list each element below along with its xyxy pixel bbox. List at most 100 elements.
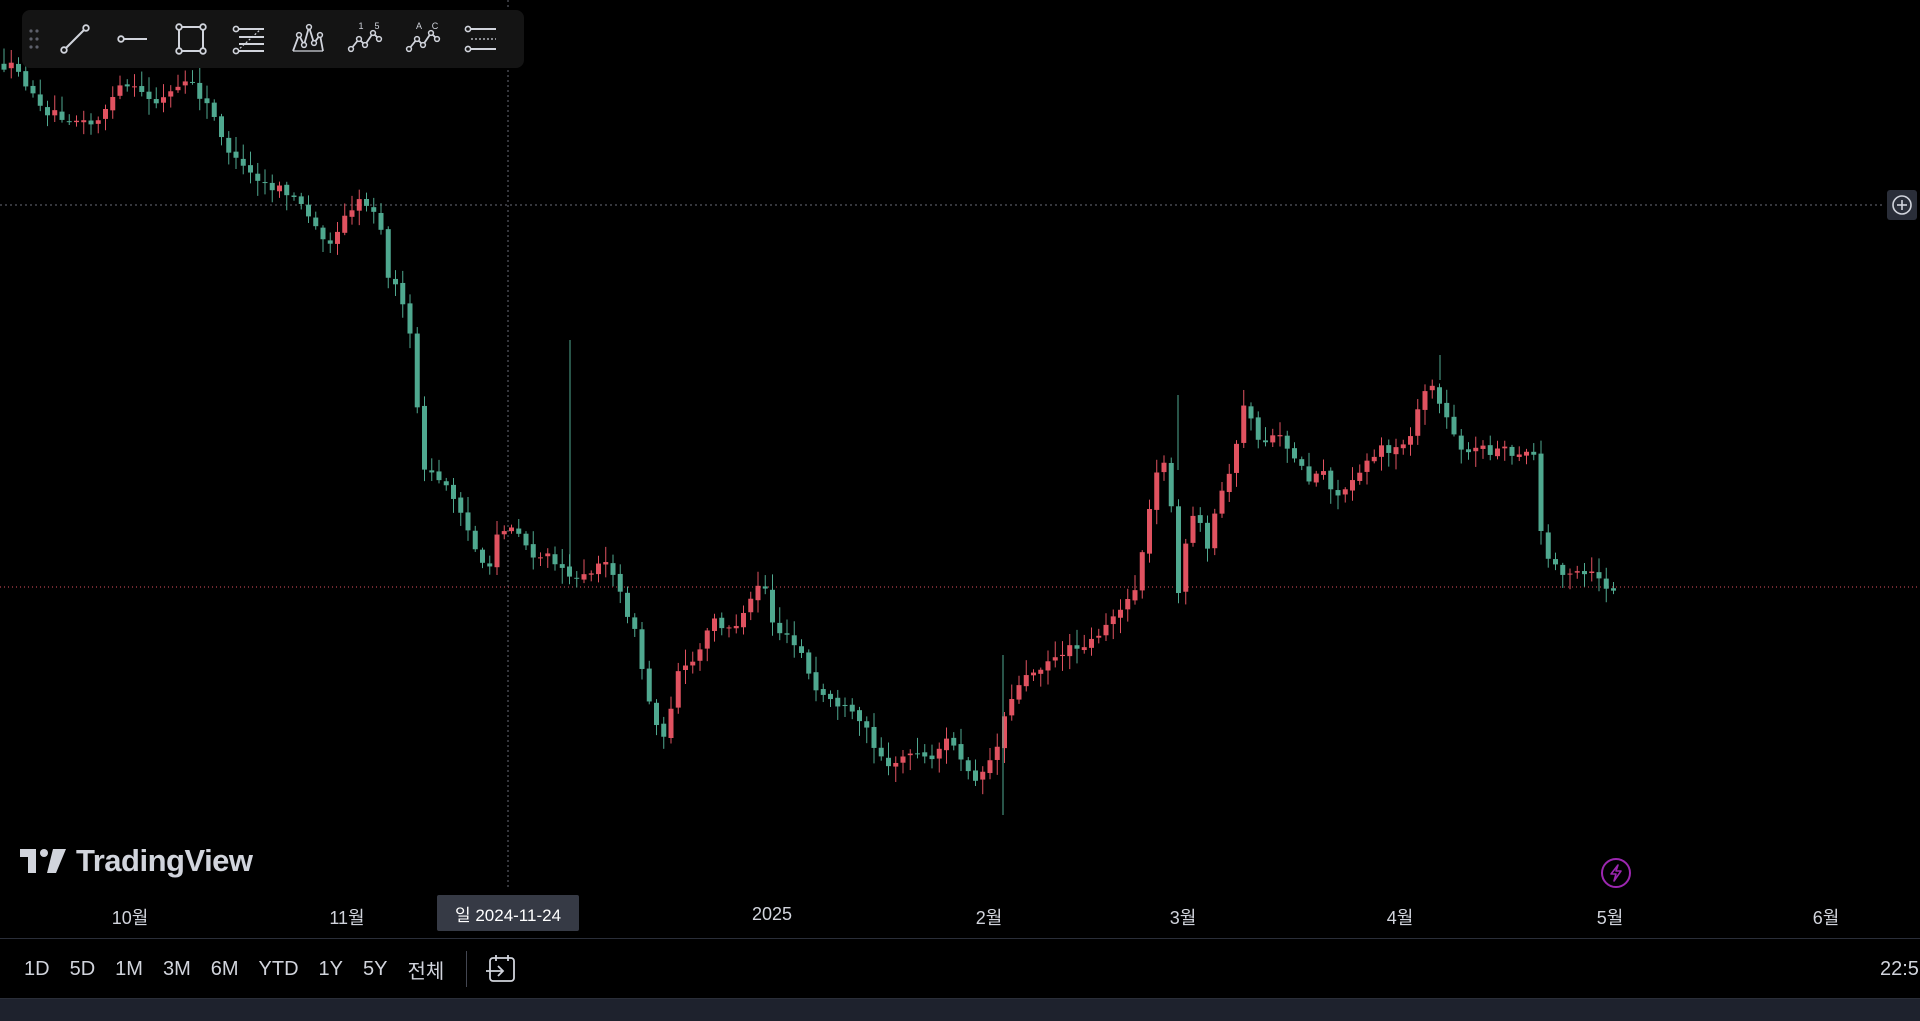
candle-body [1038, 669, 1044, 674]
candle-body [545, 553, 551, 557]
candle-body [806, 652, 812, 674]
candle-body [414, 333, 420, 408]
candle [1611, 581, 1616, 595]
candle [871, 713, 877, 764]
candle [820, 683, 826, 703]
candle [1031, 669, 1036, 682]
elliott-wave-tool[interactable] [278, 10, 336, 68]
candle-body [349, 210, 355, 217]
parallel-channel-tool[interactable] [452, 10, 510, 68]
candle [480, 547, 485, 569]
candle-body [37, 94, 43, 106]
candle-body [1016, 685, 1022, 700]
xabcd-pattern-tool[interactable]: 1 5 [336, 10, 394, 68]
candle-body [306, 204, 311, 217]
candle-body [1400, 444, 1406, 449]
range-6m-button[interactable]: 6M [210, 957, 239, 980]
candle [1538, 440, 1544, 545]
candle-body [422, 405, 427, 470]
candle-body [16, 63, 21, 72]
candle-body [436, 471, 442, 481]
candle-body [269, 182, 275, 191]
time-axis-label: 4월 [1386, 908, 1414, 928]
candle [1161, 455, 1167, 481]
candle-body [1509, 446, 1515, 456]
candle-body [1096, 635, 1102, 638]
candle [973, 759, 978, 786]
candle [175, 74, 181, 93]
range-ytd-button[interactable]: YTD [258, 957, 299, 980]
candle-body [1248, 406, 1254, 419]
candle [690, 651, 696, 674]
candle-body [1589, 571, 1595, 573]
candle-body [1241, 405, 1247, 443]
candle [1241, 389, 1247, 448]
chart-area[interactable] [0, 0, 1920, 890]
abcd-pattern-tool[interactable]: A C [394, 10, 452, 68]
candle-body [371, 207, 377, 212]
horizontal-ray-tool[interactable] [104, 10, 162, 68]
range-3m-button[interactable]: 3M [162, 957, 191, 980]
candle-body [559, 564, 565, 568]
candle [965, 757, 971, 780]
candle-body [552, 554, 558, 565]
trend-line-tool[interactable] [46, 10, 104, 68]
go-to-date-button[interactable] [479, 953, 525, 985]
candle-body [291, 195, 297, 198]
drag-handle-icon[interactable] [22, 10, 46, 68]
candle-body [1386, 445, 1392, 453]
candle-body [139, 86, 145, 92]
candle [37, 79, 43, 112]
candle [559, 549, 565, 584]
candle-body [581, 574, 587, 580]
rectangle-tool[interactable] [162, 10, 220, 68]
range-1d-button[interactable]: 1D [24, 957, 50, 980]
candle [639, 622, 645, 680]
time-axis-label: 5월 [1596, 908, 1624, 928]
candle-body [1415, 409, 1421, 436]
price-chart[interactable] [0, 0, 1920, 890]
candle [1357, 464, 1363, 485]
candle-body [1342, 489, 1348, 495]
candle [1603, 567, 1609, 603]
range-1m-button[interactable]: 1M [115, 957, 143, 980]
candle-body [915, 753, 920, 755]
time-axis[interactable]: 10월 11월 2025 2월 3월 4월 5월 6월 [0, 890, 1920, 938]
candle-body [88, 120, 94, 125]
candle [1408, 427, 1413, 456]
candle [574, 571, 580, 588]
candle [922, 744, 928, 764]
candle [1480, 440, 1486, 459]
candle [704, 627, 710, 662]
quick-action-button[interactable] [1601, 858, 1631, 888]
candle-body [8, 62, 14, 69]
candle [538, 552, 543, 566]
candle-body [1466, 449, 1471, 453]
candle [886, 742, 891, 776]
candle-body [52, 110, 58, 116]
range-all-button[interactable]: 전체 [407, 960, 445, 983]
candle-body [1226, 473, 1232, 493]
abcd-pattern-icon: A C [405, 21, 441, 53]
candle [422, 396, 427, 482]
add-alert-button[interactable] [1887, 190, 1917, 220]
candle-body [1567, 573, 1573, 575]
fib-retracement-tool[interactable] [220, 10, 278, 68]
candle [240, 144, 246, 175]
candle-body [951, 737, 957, 746]
candle [1176, 499, 1181, 604]
candle-body [1306, 466, 1312, 482]
candle-body [733, 625, 739, 629]
candle-body [538, 557, 543, 559]
candle [900, 749, 906, 774]
candle [944, 727, 949, 764]
range-5y-button[interactable]: 5Y [363, 957, 388, 980]
candle [697, 643, 703, 671]
candle-body [1284, 435, 1290, 449]
candle-body [1574, 571, 1580, 573]
candle [1038, 667, 1044, 687]
range-1y-button[interactable]: 1Y [318, 957, 344, 980]
candle [1400, 439, 1406, 455]
candle-body [233, 151, 239, 158]
range-5d-button[interactable]: 5D [69, 957, 96, 980]
